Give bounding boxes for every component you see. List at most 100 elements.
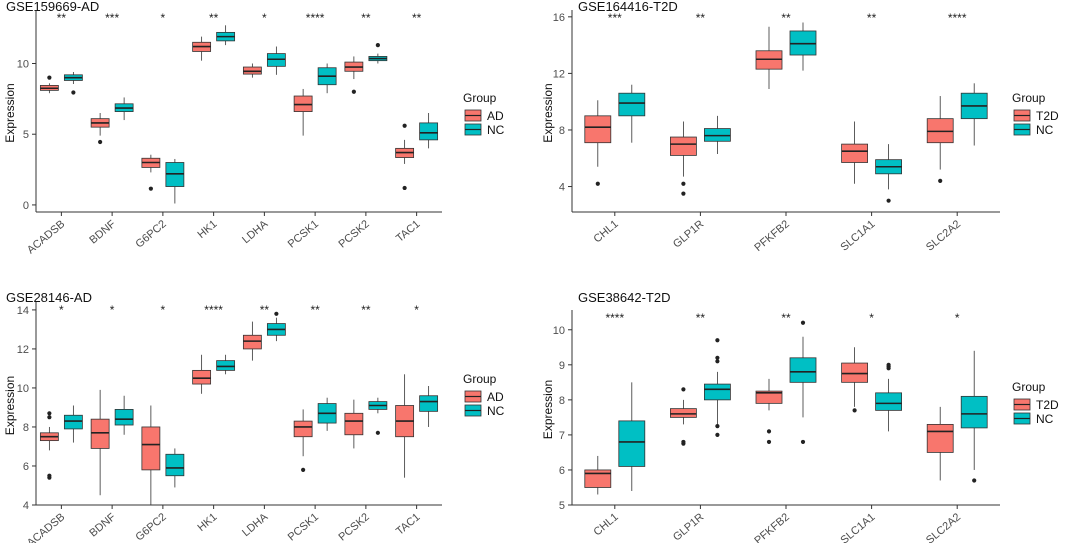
- significance-label: ***: [608, 11, 622, 25]
- box-iqr: [704, 383, 731, 401]
- significance-label: **: [696, 311, 706, 325]
- box-ad-tac1: [395, 123, 415, 191]
- outlier-point: [681, 181, 686, 186]
- legend-key: [464, 109, 482, 122]
- outlier-point: [715, 359, 720, 364]
- y-tick-label: 12: [17, 344, 29, 356]
- box-t2d-chl1: [584, 100, 612, 186]
- x-tick-label: PFKFB2: [752, 511, 792, 543]
- legend-key: [1013, 412, 1031, 425]
- chart-panel-2: GSE164416-T2D Expression 4 8 12 16 CHL1 *** GLP1…: [541, 0, 1059, 254]
- box-ad-acadsb: [39, 75, 59, 94]
- outlier-point: [766, 429, 772, 434]
- significance-label: **: [57, 11, 67, 25]
- box-t2d-slc2a2: [926, 96, 954, 183]
- box-iqr: [419, 395, 439, 412]
- x-tick-label: SLC1A1: [838, 511, 877, 543]
- box-nc-ldha: [266, 46, 286, 75]
- box-t2d-glp1r: [670, 121, 697, 196]
- chart-panel-1: GSE159669-ADExpression0510ACADSB**BDNF**…: [3, 0, 505, 256]
- box-nc-acadsb: [63, 71, 83, 95]
- x-tick-label: PFKFB2: [752, 218, 792, 254]
- significance-label: *: [869, 311, 874, 325]
- box-nc-bdnf: [114, 97, 134, 121]
- significance-label: **: [260, 303, 270, 317]
- box-nc-pcsk1: [317, 397, 337, 431]
- box-t2d-slc1a1: [841, 347, 868, 413]
- box-nc-pfkfb2: [789, 22, 817, 71]
- chart-title: GSE28146-AD: [6, 290, 92, 305]
- outlier-point: [766, 439, 772, 445]
- outlier-point: [938, 178, 943, 183]
- legend-title: Group: [463, 91, 497, 105]
- y-tick-label: 7: [559, 430, 565, 442]
- box-iqr: [670, 408, 697, 418]
- outlier-point: [402, 185, 407, 191]
- outlier-point: [71, 90, 76, 95]
- chart-panel-4: GSE38642-T2DExpression5678910CHL1****GLP…: [541, 290, 1059, 543]
- significance-label: *: [59, 303, 64, 317]
- box-iqr: [960, 395, 988, 429]
- box-ad-pcsk1: [293, 88, 313, 136]
- legend-key: [1013, 398, 1031, 411]
- x-tick-label: TAC1: [394, 218, 423, 245]
- chart-title: GSE159669-AD: [6, 0, 99, 14]
- y-axis-label: Expression: [541, 83, 555, 142]
- x-tick-label: BDNF: [87, 511, 118, 540]
- box-t2d-slc2a2: [926, 406, 954, 481]
- box-iqr: [90, 418, 110, 449]
- box-nc-tac1: [419, 113, 439, 149]
- outlier-point: [47, 411, 52, 416]
- x-tick-label: HK1: [195, 218, 219, 241]
- y-tick-label: 10: [17, 383, 29, 395]
- outlier-point: [274, 311, 279, 316]
- box-nc-pcsk2: [368, 397, 388, 435]
- x-tick-label: BDNF: [87, 218, 118, 247]
- outlier-point: [98, 139, 103, 145]
- significance-label: **: [310, 303, 320, 317]
- box-t2d-slc1a1: [841, 121, 868, 184]
- significance-label: **: [867, 11, 877, 25]
- significance-label: ***: [105, 11, 119, 25]
- box-nc-pfkfb2: [789, 320, 817, 445]
- y-tick-label: 6: [23, 461, 29, 473]
- y-axis-label: Expression: [3, 376, 17, 435]
- box-ad-ldha: [242, 321, 262, 361]
- outlier-point: [681, 191, 686, 196]
- box-iqr: [755, 390, 783, 404]
- box-t2d-glp1r: [670, 387, 697, 446]
- box-nc-chl1: [618, 382, 646, 491]
- x-tick-label: LDHA: [240, 511, 271, 539]
- outlier-point: [301, 467, 306, 472]
- box-t2d-pfkfb2: [755, 378, 783, 445]
- significance-label: *: [262, 11, 267, 25]
- box-nc-acadsb: [63, 405, 83, 443]
- box-nc-ldha: [266, 311, 286, 342]
- significance-label: *: [161, 11, 166, 25]
- box-ad-g6pc2: [141, 405, 161, 505]
- box-iqr: [114, 409, 134, 426]
- x-tick-label: SLC2A2: [924, 218, 963, 254]
- chart-title: GSE38642-T2D: [578, 290, 671, 305]
- legend-key: [464, 123, 482, 136]
- box-iqr: [293, 420, 313, 438]
- y-tick-label: 8: [559, 125, 565, 137]
- box-nc-slc2a2: [960, 83, 988, 146]
- box-nc-glp1r: [704, 115, 731, 155]
- legend-key: [464, 390, 482, 403]
- outlier-point: [800, 320, 806, 325]
- x-tick-label: ACADSB: [25, 218, 67, 256]
- y-tick-label: 5: [559, 500, 565, 512]
- y-tick-label: 10: [553, 325, 565, 337]
- legend-label: T2D: [1036, 109, 1059, 123]
- box-iqr: [841, 362, 868, 383]
- significance-label: **: [696, 11, 706, 25]
- significance-label: ****: [204, 303, 223, 317]
- box-iqr: [584, 469, 612, 488]
- box-nc-slc1a1: [875, 144, 902, 203]
- y-tick-label: 6: [559, 465, 565, 477]
